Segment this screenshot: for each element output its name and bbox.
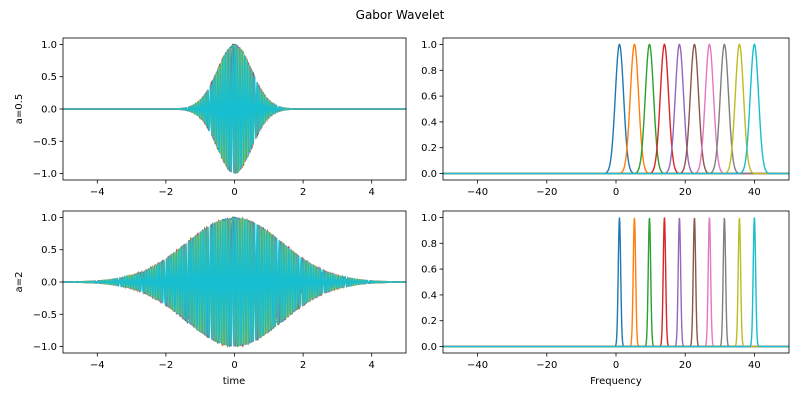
- y-tick-label: 0.0: [41, 105, 57, 116]
- tick-group: −40 −20 0 20 40 0.0 0.2 0.4 0.6 0.8 1.0: [421, 213, 761, 371]
- x-tick-label: 4: [369, 187, 375, 198]
- series-lines: [443, 43, 789, 175]
- y-tick-label: 0.6: [421, 265, 437, 276]
- x-tick-label: 4: [369, 360, 375, 371]
- x-tick-label: −40: [467, 187, 488, 198]
- y-axis-label: a=2: [14, 272, 25, 293]
- series-lines: [63, 215, 406, 348]
- panel-time-a0-5: −4 −2 0 2 4 −1.0 −0.5 0.0 0.5 1.0 a=0.5: [14, 37, 407, 198]
- x-tick-label: 20: [679, 187, 692, 198]
- y-tick-label: 0.0: [421, 169, 437, 180]
- spectrum-line-10: [443, 217, 789, 348]
- y-tick-label: 1.0: [421, 40, 437, 51]
- x-tick-label: 40: [748, 187, 761, 198]
- x-tick-label: −2: [159, 360, 174, 371]
- x-tick-label: −20: [536, 187, 557, 198]
- y-tick-label: 0.5: [41, 245, 57, 256]
- y-tick-label: 1.0: [41, 213, 57, 224]
- panel-time-a2: −4 −2 0 2 4 −1.0 −0.5 0.0 0.5 1.0 a=2 time: [14, 210, 407, 387]
- x-tick-label: −2: [159, 187, 174, 198]
- y-tick-label: 0.5: [41, 72, 57, 83]
- y-tick-label: −1.0: [33, 169, 57, 180]
- y-tick-label: −1.0: [33, 342, 57, 353]
- y-tick-label: 1.0: [421, 213, 437, 224]
- x-tick-label: 0: [231, 360, 237, 371]
- series-lines: [443, 217, 789, 348]
- y-tick-label: 0.0: [421, 342, 437, 353]
- x-tick-label: 0: [613, 360, 619, 371]
- x-tick-label: 20: [679, 360, 692, 371]
- x-tick-label: 40: [748, 360, 761, 371]
- x-tick-label: 0: [231, 187, 237, 198]
- y-tick-label: 0.0: [41, 278, 57, 289]
- x-axis-label: time: [223, 376, 246, 387]
- panel-frequency-a0-5: −40 −20 0 20 40 0.0 0.2 0.4 0.6 0.8 1.0: [421, 37, 790, 198]
- tick-group: −4 −2 0 2 4 −1.0 −0.5 0.0 0.5 1.0: [33, 213, 375, 371]
- y-tick-label: −0.5: [33, 310, 57, 321]
- y-tick-label: 0.4: [421, 117, 437, 128]
- x-tick-label: −4: [90, 187, 105, 198]
- x-axis-label: Frequency: [590, 376, 642, 387]
- series-line-10: [63, 44, 406, 174]
- y-tick-label: 0.8: [421, 239, 437, 250]
- x-tick-label: 2: [300, 360, 306, 371]
- x-tick-label: −20: [536, 360, 557, 371]
- y-tick-label: −0.5: [33, 137, 57, 148]
- series-line-10: [63, 217, 406, 347]
- spectrum-line-10: [443, 43, 789, 175]
- tick-group: −40 −20 0 20 40 0.0 0.2 0.4 0.6 0.8 1.0: [421, 40, 761, 198]
- panel-frequency-a2: −40 −20 0 20 40 0.0 0.2 0.4 0.6 0.8 1.0 Frequency: [421, 210, 790, 387]
- x-tick-label: −40: [467, 360, 488, 371]
- x-tick-label: 2: [300, 187, 306, 198]
- x-tick-label: −4: [90, 360, 105, 371]
- tick-group: −4 −2 0 2 4 −1.0 −0.5 0.0 0.5 1.0: [33, 40, 375, 198]
- series-lines: [63, 42, 406, 174]
- x-tick-label: 0: [613, 187, 619, 198]
- y-tick-label: 0.4: [421, 290, 437, 301]
- y-tick-label: 0.2: [421, 316, 437, 327]
- figure-title: Gabor Wavelet: [356, 8, 445, 22]
- y-axis-label: a=0.5: [14, 94, 25, 124]
- y-tick-label: 0.8: [421, 66, 437, 77]
- y-tick-label: 0.6: [421, 92, 437, 103]
- y-tick-label: 1.0: [41, 40, 57, 51]
- y-tick-label: 0.2: [421, 143, 437, 154]
